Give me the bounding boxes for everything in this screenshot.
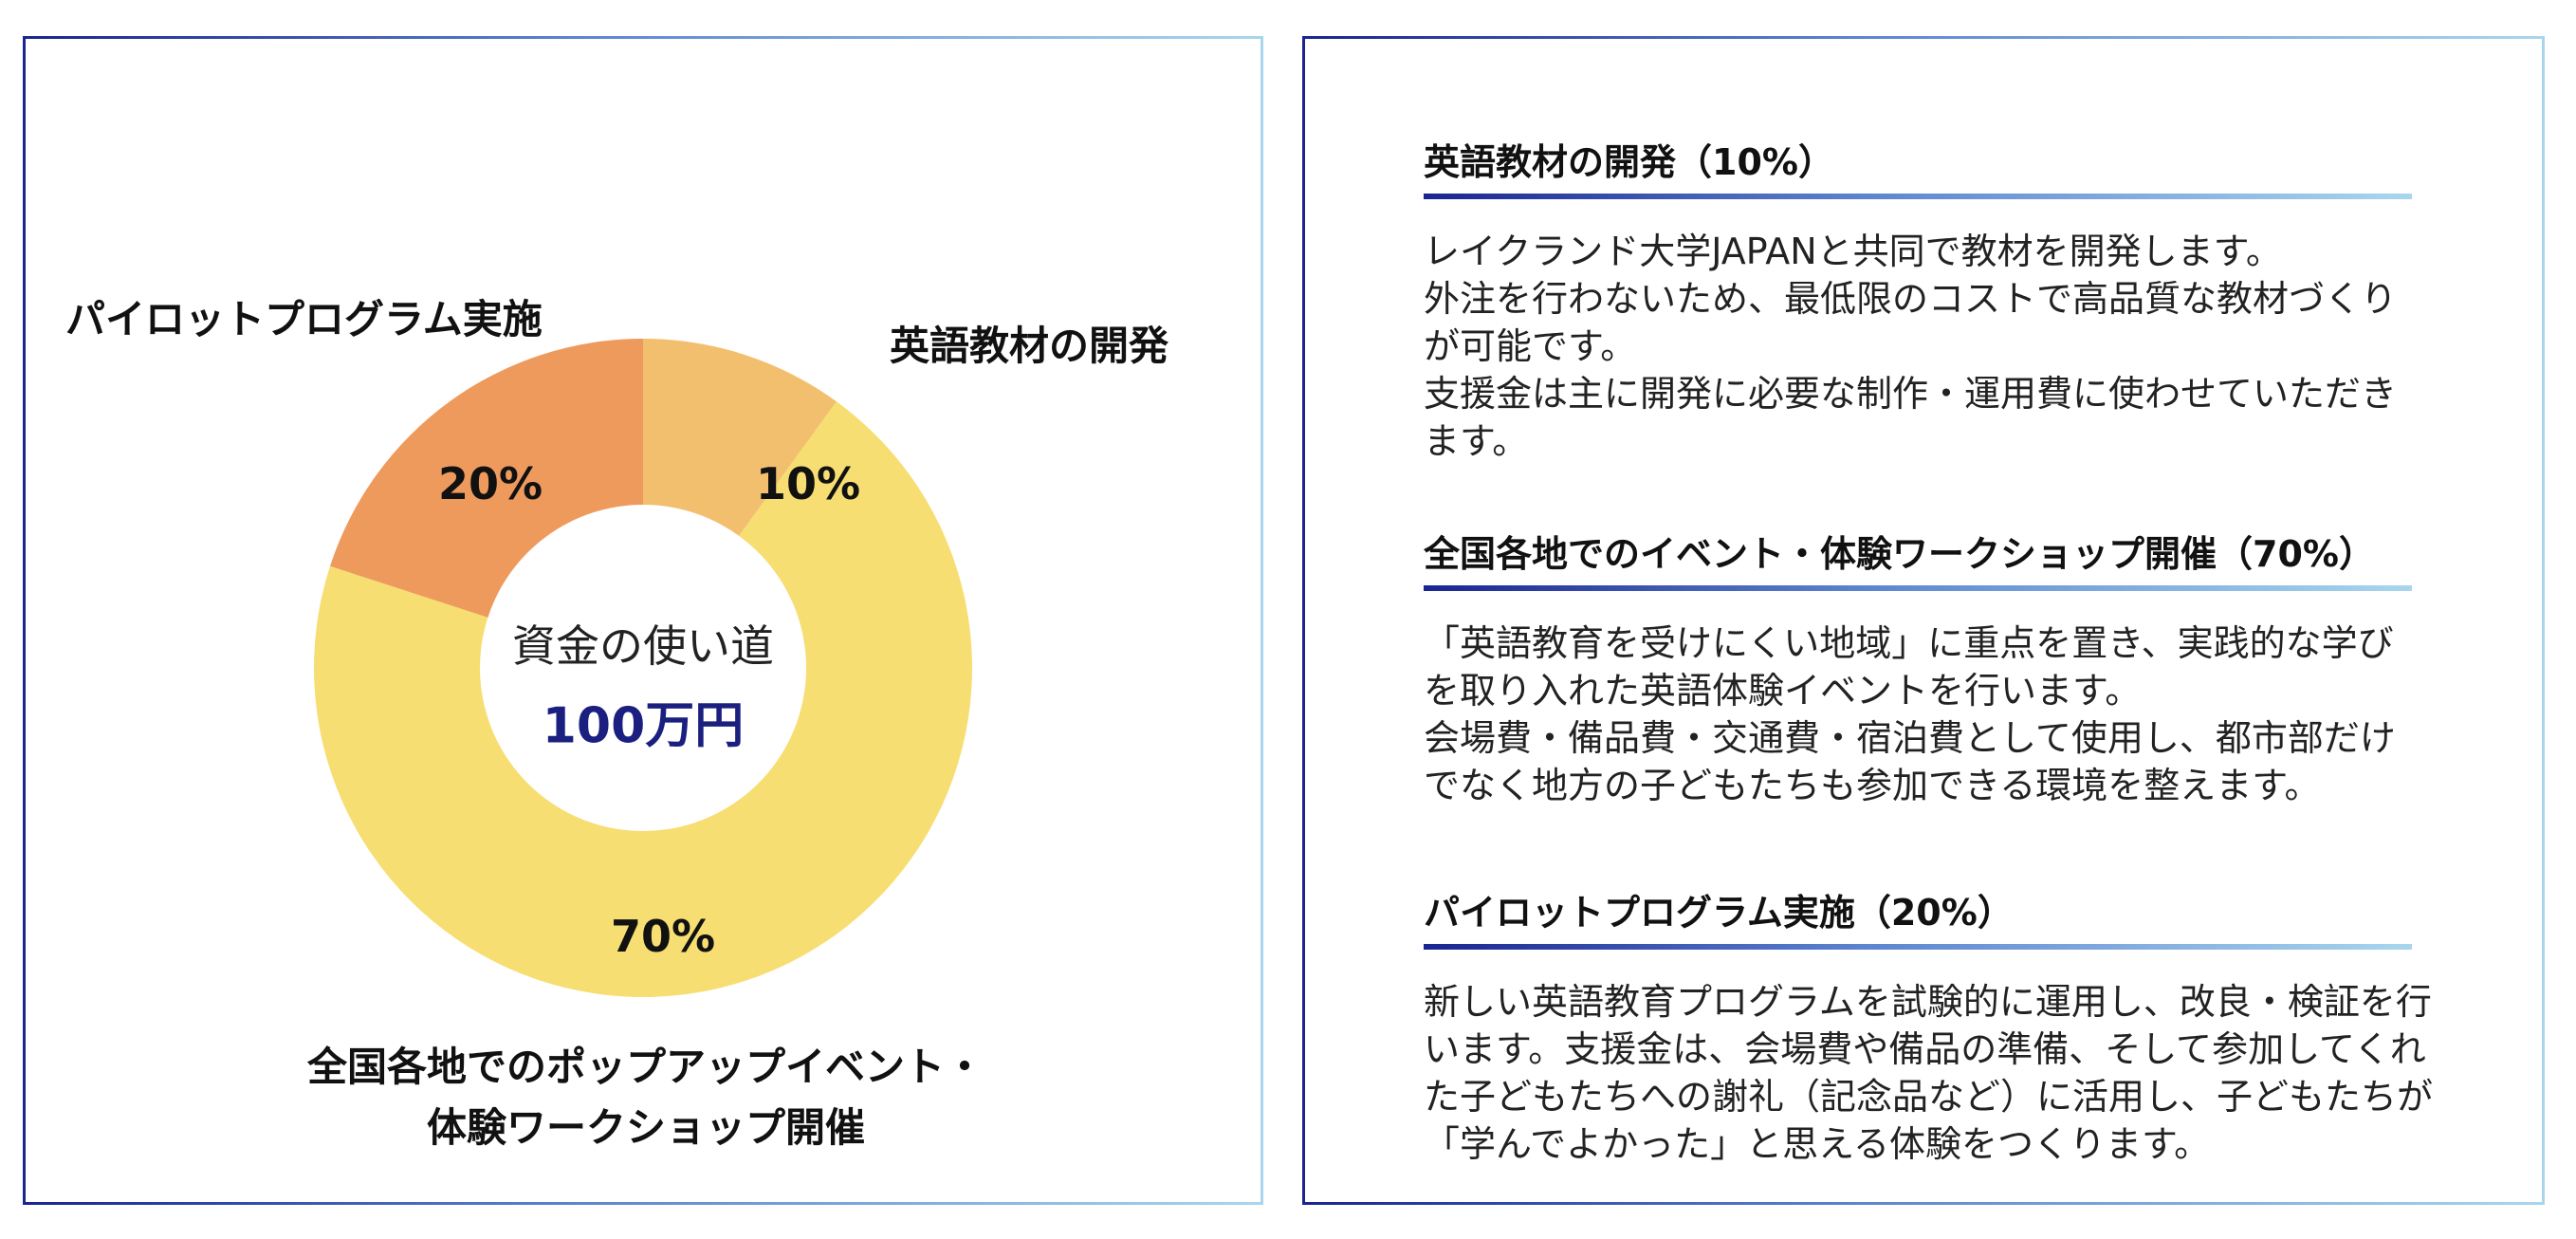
title-underline [1424, 944, 2412, 950]
title-underline [1424, 585, 2412, 591]
section-title: パイロットプログラム実施（20%） [1424, 892, 2014, 934]
label-pilot: パイロットプログラム実施 [65, 296, 543, 342]
body-line: 支援金は主に開発に必要な制作・運用費に使わせていただき [1424, 373, 2398, 415]
data-label-pilot: 20% [437, 458, 543, 509]
center-label: 資金の使い道 [512, 620, 774, 672]
section-title: 英語教材の開発（10%） [1424, 141, 1834, 183]
title-underline [1424, 194, 2412, 199]
data-label-events: 70% [610, 911, 716, 962]
body-line: でなく地方の子どもたちも参加できる環境を整えます。 [1424, 765, 2321, 806]
section-body: 新しい英語教育プログラムを試験的に運用し、改良・検証を行 います。支援金は、会場… [1424, 978, 2434, 1168]
donut-chart [314, 339, 973, 997]
body-line: います。支援金は、会場費や備品の準備、そして参加してくれ [1424, 1028, 2426, 1070]
details-panel: 英語教材の開発（10%） レイクランド大学JAPANと共同で教材を開発します。 … [1302, 36, 2545, 1205]
body-line: 会場費・備品費・交通費・宿泊費として使用し、都市部だけ [1424, 717, 2396, 759]
slice-materials [643, 339, 837, 536]
center-value: 100万円 [542, 697, 745, 755]
section-materials: 英語教材の開発（10%） レイクランド大学JAPANと共同で教材を開発します。 … [1424, 139, 2429, 465]
body-line: た子どもたちへの謝礼（記念品など）に活用し、子どもたちが [1424, 1076, 2434, 1118]
section-body: 「英語教育を受けにくい地域」に重点を置き、実践的な学び を取り入れた英語体験イベ… [1424, 620, 2429, 809]
section-pilot: パイロットプログラム実施（20%） 新しい英語教育プログラムを試験的に運用し、改… [1424, 889, 2434, 1168]
section-title: 全国各地でのイベント・体験ワークショップ開催（70%） [1424, 533, 2375, 575]
section-body: レイクランド大学JAPANと共同で教材を開発します。 外注を行わないため、最低限… [1424, 228, 2429, 465]
section-events: 全国各地でのイベント・体験ワークショップ開催（70%） 「英語教育を受けにくい地… [1424, 530, 2429, 809]
body-line: 「英語教育を受けにくい地域」に重点を置き、実践的な学び [1424, 622, 2394, 664]
slice-events [314, 401, 973, 997]
body-line: 「学んでよかった」と思える体験をつくります。 [1424, 1123, 2211, 1165]
label-events-line1: 全国各地でのポップアップイベント・ [306, 1044, 984, 1090]
body-line: 外注を行わないため、最低限のコストで高品質な教材づくり [1424, 278, 2398, 320]
label-materials: 英語教材の開発 [890, 323, 1169, 369]
chart-panel: パイロットプログラム実施 英語教材の開発 10% 20% 70% 資金の使い道 … [23, 36, 1263, 1205]
body-line: レイクランド大学JAPANと共同で教材を開発します。 [1424, 231, 2282, 272]
data-label-materials: 10% [755, 458, 861, 509]
body-line: を取り入れた英語体験イベントを行います。 [1424, 670, 2142, 712]
label-events-line2: 体験ワークショップ開催 [426, 1104, 865, 1151]
slice-pilot [329, 339, 643, 618]
body-line: ます。 [1424, 420, 1529, 462]
body-line: が可能です。 [1424, 325, 1637, 367]
body-line: 新しい英語教育プログラムを試験的に運用し、改良・検証を行 [1424, 981, 2432, 1023]
